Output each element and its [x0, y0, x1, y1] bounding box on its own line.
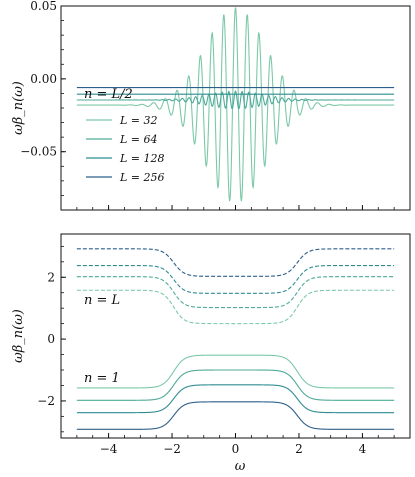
bottom-series-line-3: [76, 289, 395, 325]
bottom-y-ticks: 2 0 −2: [37, 245, 66, 433]
bottom-series-line-5: [76, 369, 395, 401]
legend-label-2: L = 128: [119, 152, 165, 165]
bottom-x-ticks: −4 −2 0 2 4: [76, 433, 395, 456]
top-panel-frame: [60, 5, 411, 211]
top-panel: 0.05 0.00 −0.05 n = L/2 L = 32 L = 64 L = 12…: [11, 0, 411, 211]
top-panel-annotation: n = L/2: [84, 87, 133, 102]
bottom-x-tick-label-1: −2: [163, 442, 181, 456]
bottom-x-tick-label-0: −4: [100, 442, 118, 456]
x-axis-label: ω: [235, 459, 246, 474]
legend-label-3: L = 256: [119, 171, 165, 184]
bottom-panel: 2 0 −2 −4 −2 0 2 4 n = L n = 1 ωβ_n(ω) ω: [11, 233, 411, 474]
bottom-series-line-2: [76, 276, 395, 309]
bottom-panel-frame: [60, 233, 411, 439]
bottom-series-line-1: [76, 264, 395, 294]
bottom-series-line-0: [76, 248, 395, 277]
bottom-annotation-n-1: n = 1: [84, 371, 120, 386]
bottom-x-tick-label-2: 0: [232, 442, 240, 456]
bottom-series-group: [76, 248, 395, 430]
top-y-tick-label-2: −0.05: [20, 145, 57, 159]
bottom-series-line-4: [76, 354, 395, 389]
bottom-series-line-6: [76, 384, 395, 414]
bottom-y-tick-label-1: 0: [47, 332, 55, 346]
top-series-group: [76, 7, 395, 202]
bottom-series-line-7: [76, 401, 395, 430]
top-y-tick-label-0: 0.05: [30, 0, 57, 13]
legend-label-1: L = 64: [119, 133, 158, 146]
bottom-x-tick-label-4: 4: [359, 442, 367, 456]
bottom-x-tick-label-3: 2: [295, 442, 303, 456]
bottom-annotation-n-L: n = L: [84, 293, 120, 308]
top-y-tick-label-1: 0.00: [30, 72, 57, 86]
bottom-y-tick-label-2: −2: [37, 394, 55, 408]
bottom-y-tick-label-0: 2: [47, 270, 55, 284]
top-y-axis-label: ωβ_n(ω): [11, 81, 26, 135]
top-series-line-1: [76, 90, 395, 110]
top-x-ticks: [76, 205, 395, 210]
legend: L = 32 L = 64 L = 128 L = 256: [86, 114, 165, 184]
top-y-ticks: 0.05 0.00 −0.05: [20, 0, 66, 196]
bottom-y-axis-label: ωβ_n(ω): [11, 309, 26, 363]
top-series-line-0: [76, 7, 395, 202]
legend-label-0: L = 32: [119, 114, 158, 127]
